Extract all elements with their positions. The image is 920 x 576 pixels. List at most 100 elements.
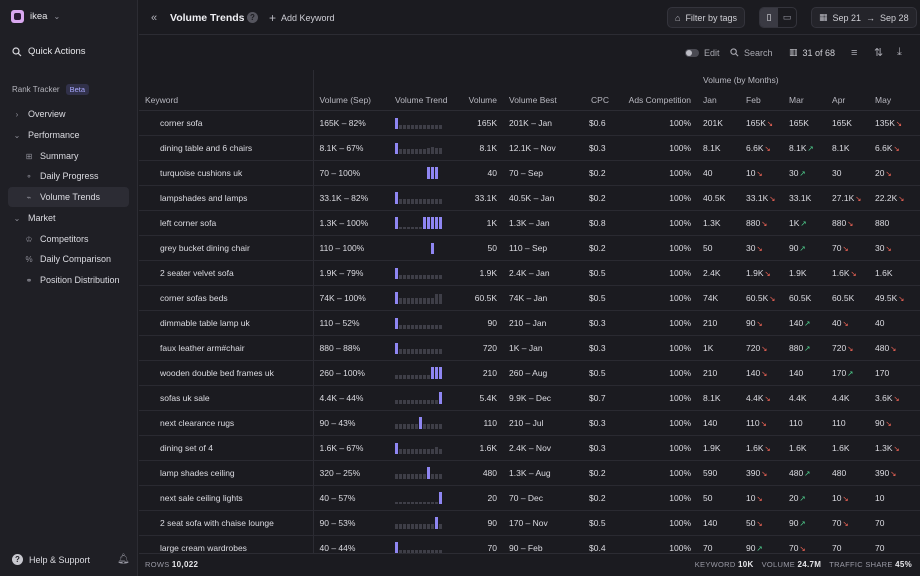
month-volume-cell: 480 — [826, 460, 870, 486]
table-row[interactable]: lamp shades ceiling 320 – 25% 480 1.3K – Au… — [139, 460, 920, 486]
keyword-cell[interactable]: faux leather arm#chair — [139, 335, 314, 361]
sidebar-item-performance[interactable]: ⌄ Performance — [8, 125, 129, 145]
keyword-cell[interactable]: large cream wardrobes — [139, 535, 314, 553]
keyword-table-container[interactable]: Volume (by Months) Keyword Volume (Sep) Vo… — [139, 70, 920, 553]
month-volume-value: 165K — [832, 117, 852, 128]
keyword-cell[interactable]: dining table and 6 chairs — [139, 135, 314, 161]
sidebar-item-overview[interactable]: › Overview — [8, 104, 129, 124]
table-row[interactable]: left corner sofa 1.3K – 100% 1K 1.3K – Jan $… — [139, 210, 920, 236]
keyword-cell[interactable]: corner sofas beds — [139, 285, 314, 311]
quick-actions-label: Quick Actions — [28, 46, 86, 57]
sort-icon[interactable]: ⇅ — [874, 47, 884, 59]
month-volume-value: 1.3K — [703, 217, 721, 228]
column-header-mar[interactable]: Mar — [783, 90, 827, 111]
table-row[interactable]: grey bucket dining chair 110 – 100% 50 110 … — [139, 235, 920, 261]
sparkline-bar — [411, 274, 414, 279]
sidebar-item-daily-comparison[interactable]: % Daily Comparison — [8, 249, 129, 269]
date-range-picker[interactable]: ▦ Sep 21 → Sep 28 — [811, 7, 917, 28]
search-button[interactable]: Search — [730, 35, 773, 70]
keyword-cell[interactable]: dining set of 4 — [139, 435, 314, 461]
table-row[interactable]: dining table and 6 chairs 8.1K – 67% 8.1K 1… — [139, 135, 920, 161]
table-row[interactable]: 2 seater velvet sofa 1.9K – 79% 1.9K 2.4K –… — [139, 260, 920, 286]
table-row[interactable]: sofas uk sale 4.4K – 44% 5.4K 9.9K – Dec $0.… — [139, 385, 920, 411]
cpc-cell: $0.5 — [583, 260, 615, 286]
keyword-cell[interactable]: dimmable table lamp uk — [139, 310, 314, 336]
keyword-cell[interactable]: next clearance rugs — [139, 410, 314, 436]
keyword-cell[interactable]: 2 seat sofa with chaise lounge — [139, 510, 314, 536]
add-keyword-button[interactable]: + Add Keyword — [269, 0, 335, 35]
month-volume-value: 60.5K — [789, 292, 812, 303]
keyword-cell[interactable]: corner sofa — [139, 110, 314, 136]
filter-by-tags-button[interactable]: ⌂ Filter by tags — [667, 7, 745, 28]
column-header-jan[interactable]: Jan — [697, 90, 741, 111]
mobile-icon[interactable]: ▯ — [760, 8, 778, 27]
sparkline-bar — [427, 501, 430, 504]
table-row[interactable]: dining set of 4 1.6K – 67% 1.6K 2.4K – Nov $… — [139, 435, 920, 461]
sparkline-bar — [399, 297, 402, 304]
table-row[interactable]: corner sofas beds 74K – 100% 60.5K 74K – Ja… — [139, 285, 920, 311]
sparkline-bar — [427, 124, 430, 129]
table-row[interactable]: large cream wardrobes 40 – 44% 70 90 – Feb $… — [139, 535, 920, 553]
column-header-apr[interactable]: Apr — [826, 90, 870, 111]
column-header-feb[interactable]: Feb — [740, 90, 784, 111]
sparkline-bar — [431, 166, 434, 179]
month-volume-cell: 390↘ — [740, 460, 784, 486]
month-volume-value: 170 — [832, 367, 847, 378]
table-row[interactable]: faux leather arm#chair 880 – 88% 720 1K – J… — [139, 335, 920, 361]
table-row[interactable]: lampshades and lamps 33.1K – 82% 33.1K 40.5… — [139, 185, 920, 211]
month-volume-value: 70 — [832, 542, 842, 553]
column-header-keyword[interactable]: Keyword — [139, 90, 314, 111]
toggle-switch[interactable] — [685, 48, 699, 57]
desktop-icon[interactable]: ▭ — [782, 12, 792, 22]
table-row[interactable]: next clearance rugs 90 – 43% 110 210 – Jul $… — [139, 410, 920, 436]
keyword-cell[interactable]: lamp shades ceiling — [139, 460, 314, 486]
table-row[interactable]: wooden double bed frames uk 260 – 100% 210… — [139, 360, 920, 386]
column-header-ads-competition[interactable]: Ads Competition — [615, 90, 698, 111]
table-row[interactable]: turquoise cushions uk 70 – 100% 40 70 – Sep… — [139, 160, 920, 186]
keyword-cell[interactable]: 2 seater velvet sofa — [139, 260, 314, 286]
edit-toggle[interactable]: Edit — [685, 35, 720, 70]
sidebar-item-market[interactable]: ⌄ Market — [8, 208, 129, 228]
help-support-button[interactable]: ? Help & Support — [12, 554, 90, 565]
sparkline-bar — [435, 293, 438, 304]
month-volume-value: 74K — [703, 292, 719, 303]
sidebar-item-volume-trends[interactable]: ⌁ Volume Trends — [8, 187, 129, 207]
month-volume-cell: 70↘ — [783, 535, 827, 553]
keyword-cell[interactable]: turquoise cushions uk — [139, 160, 314, 186]
columns-button[interactable]: ▥ 31 of 68 — [789, 35, 835, 70]
bell-icon[interactable]: 🔔︎ — [117, 554, 130, 565]
workspace-switcher[interactable]: ikea ⌄ — [11, 10, 60, 23]
month-volume-cell: 30↗ — [783, 160, 827, 186]
download-icon[interactable]: ⤓ — [897, 46, 902, 58]
sidebar-item-summary[interactable]: ⊞ Summary — [8, 146, 129, 166]
keyword-cell[interactable]: sofas uk sale — [139, 385, 314, 411]
keyword-cell[interactable]: left corner sofa — [139, 210, 314, 236]
keyword-cell[interactable]: lampshades and lamps — [139, 185, 314, 211]
column-header-volume-sep[interactable]: Volume (Sep) — [313, 90, 389, 111]
sparkline-bar — [431, 523, 434, 529]
column-header-volume-best[interactable]: Volume Best — [503, 90, 583, 111]
table-row[interactable]: 2 seat sofa with chaise lounge 90 – 53% 90… — [139, 510, 920, 536]
table-row[interactable]: corner sofa 165K – 82% 165K 201K – Jan $0.6 1… — [139, 110, 920, 136]
table-row[interactable]: next sale ceiling lights 40 – 57% 20 70 – D… — [139, 485, 920, 511]
keyword-cell[interactable]: grey bucket dining chair — [139, 235, 314, 261]
column-header-volume-trend[interactable]: Volume Trend — [389, 90, 457, 111]
help-question-icon[interactable]: ? — [247, 12, 258, 23]
column-header-cpc[interactable]: CPC — [583, 90, 615, 111]
sparkline-bar — [439, 198, 442, 204]
month-volume-value: 1.6K — [746, 442, 764, 453]
filter-icon[interactable]: ≡ — [851, 46, 858, 59]
table-row[interactable]: dimmable table lamp uk 110 – 52% 90 210 – J… — [139, 310, 920, 336]
columns-icon: ▥ — [789, 47, 798, 57]
sidebar-item-competitors[interactable]: ♔ Competitors — [8, 229, 129, 249]
sidebar-item-daily-progress[interactable]: ⚬ Daily Progress — [8, 166, 129, 186]
sparkline-bar — [439, 448, 442, 454]
column-header-volume[interactable]: Volume — [457, 90, 503, 111]
keyword-cell[interactable]: wooden double bed frames uk — [139, 360, 314, 386]
keyword-cell[interactable]: next sale ceiling lights — [139, 485, 314, 511]
quick-actions-button[interactable]: Quick Actions — [12, 46, 86, 57]
sidebar-item-position-distribution[interactable]: ⚭ Position Distribution — [8, 270, 129, 290]
ads-competition-cell: 100% — [615, 385, 698, 411]
collapse-sidebar-icon[interactable]: « — [151, 11, 158, 24]
column-header-may[interactable]: May — [869, 90, 920, 111]
